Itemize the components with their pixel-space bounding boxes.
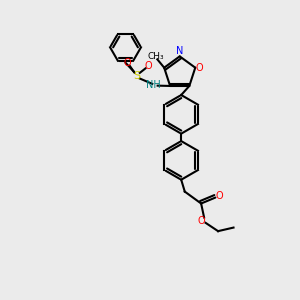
Text: O: O xyxy=(145,61,152,71)
Text: O: O xyxy=(215,191,223,201)
Text: O: O xyxy=(198,216,205,226)
Text: S: S xyxy=(133,70,140,80)
Text: O: O xyxy=(124,58,131,68)
Text: O: O xyxy=(195,63,202,73)
Text: CH₃: CH₃ xyxy=(148,52,164,61)
Text: NH: NH xyxy=(146,80,161,90)
Text: N: N xyxy=(176,46,183,56)
